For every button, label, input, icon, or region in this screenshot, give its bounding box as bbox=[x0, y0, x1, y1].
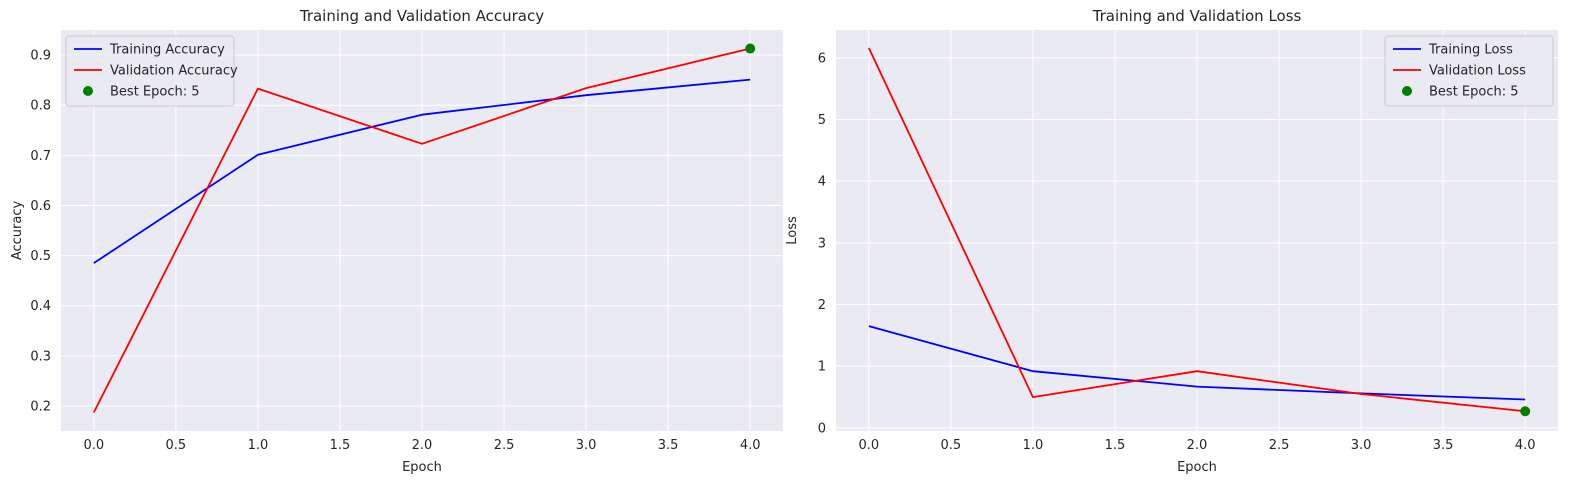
x-tick-label: 2.5 bbox=[1269, 438, 1290, 453]
best-epoch-point bbox=[745, 43, 756, 54]
y-tick-label: 0 bbox=[818, 421, 826, 436]
legend-label: Training Loss bbox=[1428, 43, 1513, 58]
best-epoch-point bbox=[1520, 406, 1531, 417]
x-tick-label: 1.5 bbox=[1105, 438, 1126, 453]
legend-label: Best Epoch: 5 bbox=[110, 85, 200, 100]
x-tick-label: 0.5 bbox=[941, 438, 962, 453]
y-tick-label: 4 bbox=[818, 175, 826, 190]
chart-title: Training and Validation Loss bbox=[1092, 7, 1302, 25]
y-tick-label: 0.5 bbox=[30, 249, 51, 264]
y-tick-label: 5 bbox=[818, 113, 826, 128]
x-tick-label: 4.0 bbox=[740, 438, 761, 453]
legend-swatch bbox=[1402, 86, 1412, 96]
y-tick-label: 1 bbox=[818, 360, 826, 375]
x-tick-label: 3.0 bbox=[1351, 438, 1372, 453]
training-loss-line bbox=[868, 325, 1526, 401]
validation-accuracy-line bbox=[92, 47, 751, 413]
x-tick-label: 3.0 bbox=[576, 438, 597, 453]
x-axis-label: Epoch bbox=[1177, 460, 1217, 475]
x-tick-label: 3.5 bbox=[658, 438, 679, 453]
legend-box bbox=[1384, 35, 1554, 107]
y-tick-label: 6 bbox=[818, 51, 826, 66]
x-tick-label: 1.5 bbox=[330, 438, 351, 453]
validation-loss-line bbox=[867, 47, 1526, 413]
x-tick-label: 0.0 bbox=[83, 438, 104, 453]
y-tick-label: 0.8 bbox=[30, 99, 51, 114]
x-axis-label: Epoch bbox=[402, 460, 442, 475]
y-tick-label: 0.2 bbox=[30, 399, 51, 414]
legend-label: Validation Accuracy bbox=[110, 64, 238, 79]
x-tick-label: 2.5 bbox=[494, 438, 515, 453]
training-accuracy-line bbox=[93, 78, 751, 264]
x-tick-label: 4.0 bbox=[1515, 438, 1536, 453]
x-tick-label: 0.0 bbox=[858, 438, 879, 453]
y-tick-label: 3 bbox=[818, 236, 826, 251]
x-tick-label: 3.5 bbox=[1433, 438, 1454, 453]
legend-label: Best Epoch: 5 bbox=[1429, 85, 1519, 100]
x-tick-label: 0.5 bbox=[166, 438, 187, 453]
legend-box bbox=[65, 35, 235, 107]
loss-chart: 0.0 0.5 1.0 1.5 2.0 2.5 3.0 3.5 4.0 0 1 2 3 4 5 6 Traini… bbox=[785, 7, 1558, 475]
y-tick-label: 0.6 bbox=[30, 199, 51, 214]
x-tick-label: 1.0 bbox=[1023, 438, 1044, 453]
accuracy-chart: 0.0 0.5 1.0 1.5 2.0 2.5 3.0 3.5 4.0 0.2 0.3 0.4 0.5 0… bbox=[10, 7, 783, 475]
y-tick-label: 0.9 bbox=[30, 49, 51, 64]
legend-label: Training Accuracy bbox=[109, 43, 225, 58]
x-tick-label: 2.0 bbox=[412, 438, 433, 453]
y-tick-label: 0.4 bbox=[30, 299, 51, 314]
y-tick-label: 0.7 bbox=[30, 149, 51, 164]
legend-label: Validation Loss bbox=[1429, 64, 1526, 79]
y-tick-label: 0.3 bbox=[30, 349, 51, 364]
y-axis-label: Loss bbox=[785, 216, 800, 245]
x-tick-label: 2.0 bbox=[1187, 438, 1208, 453]
y-axis-label: Accuracy bbox=[10, 201, 25, 261]
y-tick-label: 2 bbox=[818, 298, 826, 313]
legend-swatch bbox=[83, 86, 93, 96]
x-tick-label: 1.0 bbox=[248, 438, 269, 453]
chart-title: Training and Validation Accuracy bbox=[299, 7, 544, 25]
